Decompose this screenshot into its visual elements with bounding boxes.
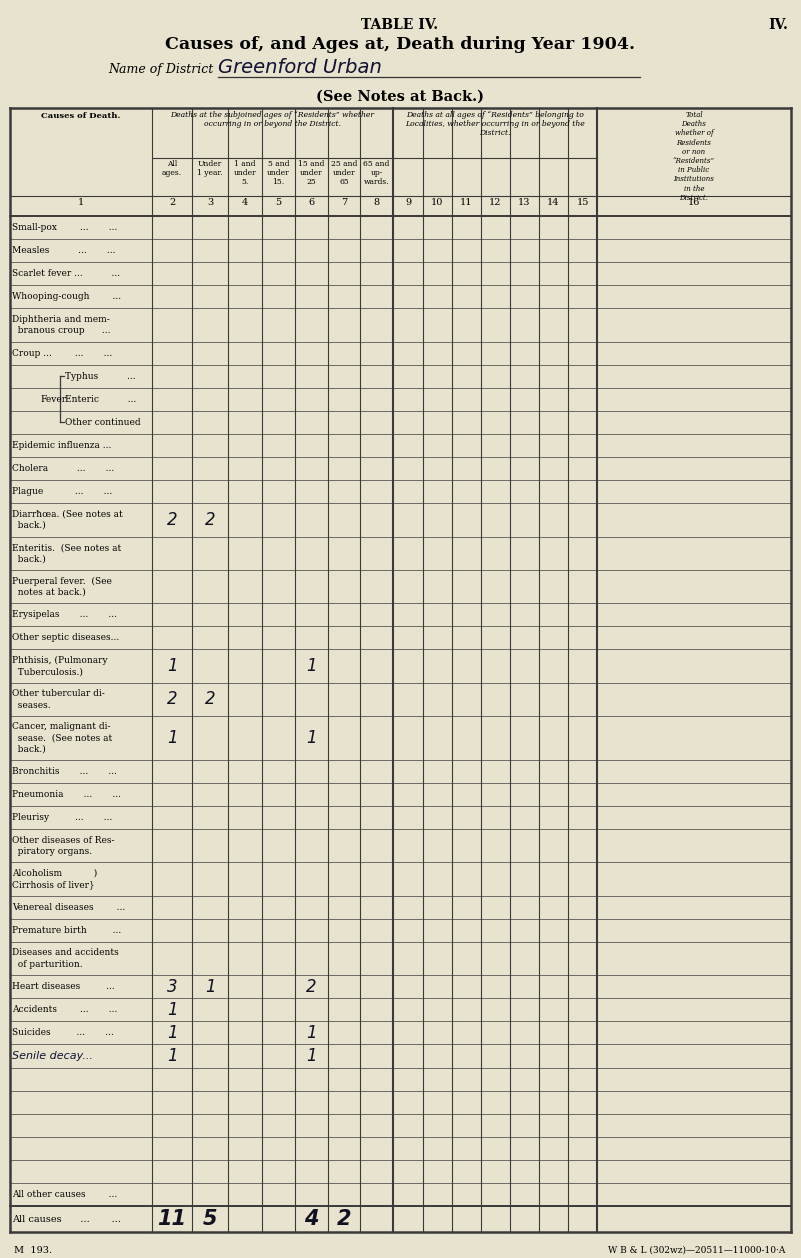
Text: 1: 1: [167, 1047, 177, 1066]
Text: Alcoholism           )
Cirrhosis of liver}: Alcoholism ) Cirrhosis of liver}: [12, 869, 97, 889]
Text: M  193.: M 193.: [14, 1245, 52, 1255]
Text: Heart diseases         ...: Heart diseases ...: [12, 982, 115, 991]
Text: Other diseases of Res-
  piratory organs.: Other diseases of Res- piratory organs.: [12, 835, 115, 855]
Text: All
ages.: All ages.: [162, 160, 182, 177]
Text: Under
1 year.: Under 1 year.: [197, 160, 223, 177]
Text: 2: 2: [205, 691, 215, 708]
Text: 12: 12: [489, 198, 501, 208]
Text: Greenford Urban: Greenford Urban: [218, 58, 382, 77]
Text: Plague           ...       ...: Plague ... ...: [12, 487, 112, 496]
Text: (See Notes at Back.): (See Notes at Back.): [316, 91, 484, 104]
Text: 1: 1: [78, 198, 84, 208]
Text: Diseases and accidents
  of parturition.: Diseases and accidents of parturition.: [12, 949, 119, 969]
Text: Enteritis.  (See notes at
  back.): Enteritis. (See notes at back.): [12, 543, 121, 564]
Text: 8: 8: [373, 198, 380, 208]
Text: 13: 13: [518, 198, 531, 208]
Text: Total
Deaths
whether of
Residents
or non
“Residents”
in Public
Institutions
in t: Total Deaths whether of Residents or non…: [673, 111, 715, 201]
Text: Measles          ...       ...: Measles ... ...: [12, 247, 115, 255]
Text: 2: 2: [205, 511, 215, 528]
Text: Other septic diseases...: Other septic diseases...: [12, 634, 119, 643]
Text: Venereal diseases        ...: Venereal diseases ...: [12, 903, 125, 912]
Text: 1: 1: [205, 977, 215, 996]
Text: Croup ...        ...       ...: Croup ... ... ...: [12, 348, 112, 357]
Text: 9: 9: [405, 198, 411, 208]
Text: 1: 1: [167, 1001, 177, 1019]
Text: Diphtheria and mem-
  branous croup      ...: Diphtheria and mem- branous croup ...: [12, 314, 111, 335]
Text: Whooping-cough        ...: Whooping-cough ...: [12, 292, 121, 301]
Text: 2: 2: [169, 198, 175, 208]
Text: 25 and
under
65: 25 and under 65: [331, 160, 357, 186]
Text: Causes of, and Ages at, Death during Year 1904.: Causes of, and Ages at, Death during Yea…: [165, 36, 635, 53]
Text: Deaths at the subjoined ages of “Residents” whether
occurring in or beyond the D: Deaths at the subjoined ages of “Residen…: [171, 111, 375, 128]
Text: 2: 2: [306, 977, 317, 996]
Text: Cancer, malignant di-
  sease.  (See notes at
  back.): Cancer, malignant di- sease. (See notes …: [12, 722, 112, 754]
Text: Puerperal fever.  (See
  notes at back.): Puerperal fever. (See notes at back.): [12, 576, 112, 596]
Text: 1: 1: [306, 1024, 317, 1042]
Text: Epidemic influenza ...: Epidemic influenza ...: [12, 442, 111, 450]
Text: Phthisis, (Pulmonary
  Tuberculosis.): Phthisis, (Pulmonary Tuberculosis.): [12, 655, 107, 677]
Text: Typhus          ...: Typhus ...: [65, 372, 135, 381]
Text: All other causes        ...: All other causes ...: [12, 1190, 117, 1199]
Text: 5: 5: [203, 1209, 217, 1229]
Text: 5: 5: [276, 198, 282, 208]
Text: 1: 1: [306, 1047, 317, 1066]
Text: 11: 11: [461, 198, 473, 208]
Text: Other tubercular di-
  seases.: Other tubercular di- seases.: [12, 689, 105, 710]
Text: 2: 2: [167, 691, 177, 708]
Text: Scarlet fever ...          ...: Scarlet fever ... ...: [12, 269, 120, 278]
Text: Pneumonia       ...       ...: Pneumonia ... ...: [12, 790, 121, 799]
Text: 1: 1: [167, 728, 177, 747]
Text: Fever: Fever: [40, 395, 66, 404]
Text: Suicides         ...       ...: Suicides ... ...: [12, 1028, 114, 1038]
Text: Erysipelas       ...       ...: Erysipelas ... ...: [12, 610, 117, 619]
Text: Bronchitis       ...       ...: Bronchitis ... ...: [12, 767, 117, 776]
Text: 15 and
under
25: 15 and under 25: [298, 160, 324, 186]
Text: 3: 3: [167, 977, 177, 996]
Text: Deaths at all ages of “Residents” belonging to
Localities, whether occurring in : Deaths at all ages of “Residents” belong…: [405, 111, 585, 137]
Text: Diarrħœa. (See notes at
  back.): Diarrħœa. (See notes at back.): [12, 509, 123, 530]
Text: Cholera          ...       ...: Cholera ... ...: [12, 464, 115, 473]
Text: Enteric          ...: Enteric ...: [65, 395, 136, 404]
Text: 65 and
up-
wards.: 65 and up- wards.: [364, 160, 390, 186]
Text: Small-pox        ...       ...: Small-pox ... ...: [12, 223, 118, 231]
Text: 2: 2: [167, 511, 177, 528]
Text: 1: 1: [167, 1024, 177, 1042]
Text: 1: 1: [306, 728, 317, 747]
Text: Name of District: Name of District: [108, 63, 213, 75]
Text: 2: 2: [336, 1209, 352, 1229]
Text: Accidents        ...       ...: Accidents ... ...: [12, 1005, 118, 1014]
Text: Other continued: Other continued: [65, 418, 141, 426]
Text: 1: 1: [306, 657, 317, 676]
Text: 15: 15: [576, 198, 589, 208]
Text: 6: 6: [308, 198, 315, 208]
Text: Senile decay...: Senile decay...: [12, 1050, 93, 1060]
Text: All causes      ...       ...: All causes ... ...: [12, 1214, 121, 1224]
Text: 1 and
under
5.: 1 and under 5.: [234, 160, 256, 186]
Text: TABLE IV.: TABLE IV.: [361, 18, 439, 31]
Text: 4: 4: [242, 198, 248, 208]
Text: 11: 11: [158, 1209, 187, 1229]
Text: 7: 7: [341, 198, 347, 208]
Text: 16: 16: [688, 198, 700, 208]
Text: 14: 14: [547, 198, 560, 208]
Text: Causes of Death.: Causes of Death.: [42, 112, 121, 120]
Text: 4: 4: [304, 1209, 319, 1229]
Text: IV.: IV.: [768, 18, 788, 31]
Text: 5 and
under
15.: 5 and under 15.: [268, 160, 290, 186]
Text: 10: 10: [431, 198, 444, 208]
Text: W B & L (302wz)—20511—11000-10·A: W B & L (302wz)—20511—11000-10·A: [608, 1245, 785, 1255]
Text: Pleurisy         ...       ...: Pleurisy ... ...: [12, 813, 112, 821]
Text: 1: 1: [167, 657, 177, 676]
Text: 3: 3: [207, 198, 213, 208]
Text: Premature birth         ...: Premature birth ...: [12, 926, 121, 935]
